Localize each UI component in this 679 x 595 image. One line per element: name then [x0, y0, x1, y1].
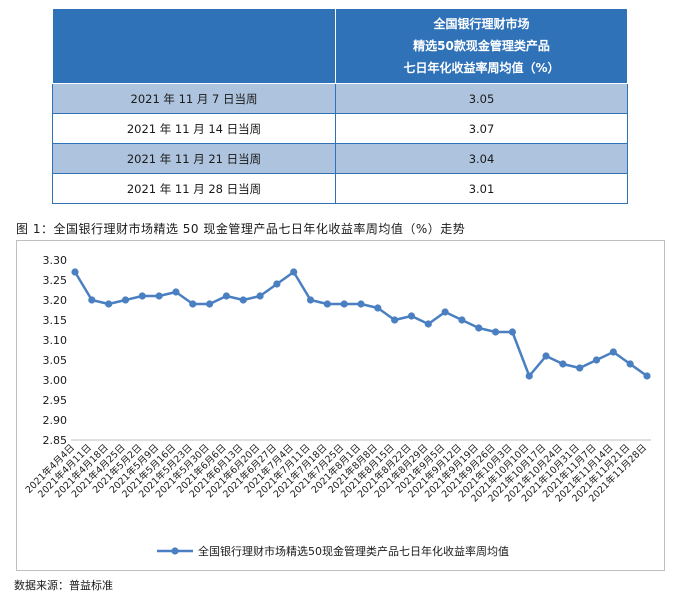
y-tick-label: 3.05 — [43, 354, 68, 367]
y-tick-label: 3.25 — [43, 274, 68, 287]
data-point — [374, 304, 382, 312]
table-row: 2021 年 11 月 14 日当周 3.07 — [52, 113, 628, 144]
table-header-row: 全国银行理财市场 精选50款现金管理类产品 七日年化收益率周均值（%） — [52, 8, 628, 84]
data-point — [424, 320, 432, 328]
table-header-blank-cell — [52, 8, 336, 84]
table-row: 2021 年 11 月 21 日当周 3.04 — [52, 143, 628, 174]
data-point — [592, 356, 601, 364]
table-cell-week: 2021 年 11 月 14 日当周 — [52, 113, 336, 144]
y-tick-label: 3.20 — [43, 294, 68, 307]
table-header-cell: 全国银行理财市场 精选50款现金管理类产品 七日年化收益率周均值（%） — [335, 8, 628, 84]
yield-summary-table: 全国银行理财市场 精选50款现金管理类产品 七日年化收益率周均值（%） 2021… — [52, 8, 628, 204]
data-point — [609, 348, 617, 356]
table-cell-week: 2021 年 11 月 7 日当周 — [52, 83, 336, 114]
figure-caption: 图 1：全国银行理财市场精选 50 现金管理产品七日年化收益率周均值（%）走势 — [16, 222, 466, 236]
data-point — [256, 292, 264, 300]
y-tick-label: 2.90 — [43, 414, 68, 427]
data-point — [172, 288, 180, 296]
table-cell-value: 3.04 — [335, 143, 628, 174]
table-cell-value: 3.07 — [335, 113, 628, 144]
data-point — [508, 328, 517, 336]
data-point — [458, 316, 466, 324]
data-point — [626, 360, 634, 368]
data-point — [643, 372, 651, 380]
data-point — [323, 300, 331, 308]
data-point — [155, 292, 163, 300]
y-tick-label: 3.30 — [43, 254, 68, 267]
data-point — [71, 268, 79, 276]
data-point — [189, 300, 197, 308]
chart-frame: 3.30 3.25 3.20 3.15 3.10 3.05 3.00 2.95 2.90 2.85… — [16, 240, 665, 571]
table-cell-week: 2021 年 11 月 28 日当周 — [52, 173, 336, 204]
data-point — [441, 308, 449, 316]
data-point — [273, 280, 281, 288]
data-point — [542, 352, 550, 360]
table-header-line-2: 精选50款现金管理类产品 — [413, 39, 550, 53]
data-point — [407, 312, 416, 320]
data-point — [239, 296, 247, 304]
data-point — [340, 300, 348, 308]
legend-label: 全国银行理财市场精选50现金管理类产品七日年化收益率周均值 — [198, 544, 509, 558]
y-tick-label: 2.85 — [43, 434, 68, 447]
data-point — [121, 296, 130, 304]
data-point — [576, 364, 584, 372]
line-chart: 3.30 3.25 3.20 3.15 3.10 3.05 3.00 2.95 2.90 2.85… — [23, 254, 651, 558]
data-point — [491, 328, 500, 336]
data-point — [525, 372, 533, 380]
legend-marker — [171, 547, 179, 555]
data-point — [475, 324, 483, 332]
data-source-note: 数据来源：普益标准 — [14, 579, 113, 592]
y-tick-label: 3.10 — [43, 334, 68, 347]
table-cell-value: 3.01 — [335, 173, 628, 204]
table-header-line-1: 全国银行理财市场 — [433, 17, 530, 31]
y-tick-label: 2.95 — [43, 394, 68, 407]
data-point — [88, 296, 96, 304]
y-tick-label: 3.00 — [43, 374, 68, 387]
data-point — [357, 300, 365, 308]
table-row: 2021 年 11 月 28 日当周 3.01 — [52, 173, 628, 204]
data-point — [138, 292, 146, 300]
data-point — [105, 300, 113, 308]
data-point — [205, 300, 214, 308]
data-point — [559, 360, 567, 368]
data-point — [391, 316, 399, 324]
table-header-line-3: 七日年化收益率周均值（%） — [403, 61, 560, 75]
table-cell-value: 3.05 — [335, 83, 628, 114]
series-line — [73, 270, 648, 378]
data-point — [290, 268, 298, 276]
data-point — [306, 296, 315, 304]
y-tick-label: 3.15 — [43, 314, 68, 327]
data-point — [222, 292, 231, 300]
table-cell-week: 2021 年 11 月 21 日当周 — [52, 143, 336, 174]
table-row: 2021 年 11 月 7 日当周 3.05 — [52, 83, 628, 114]
